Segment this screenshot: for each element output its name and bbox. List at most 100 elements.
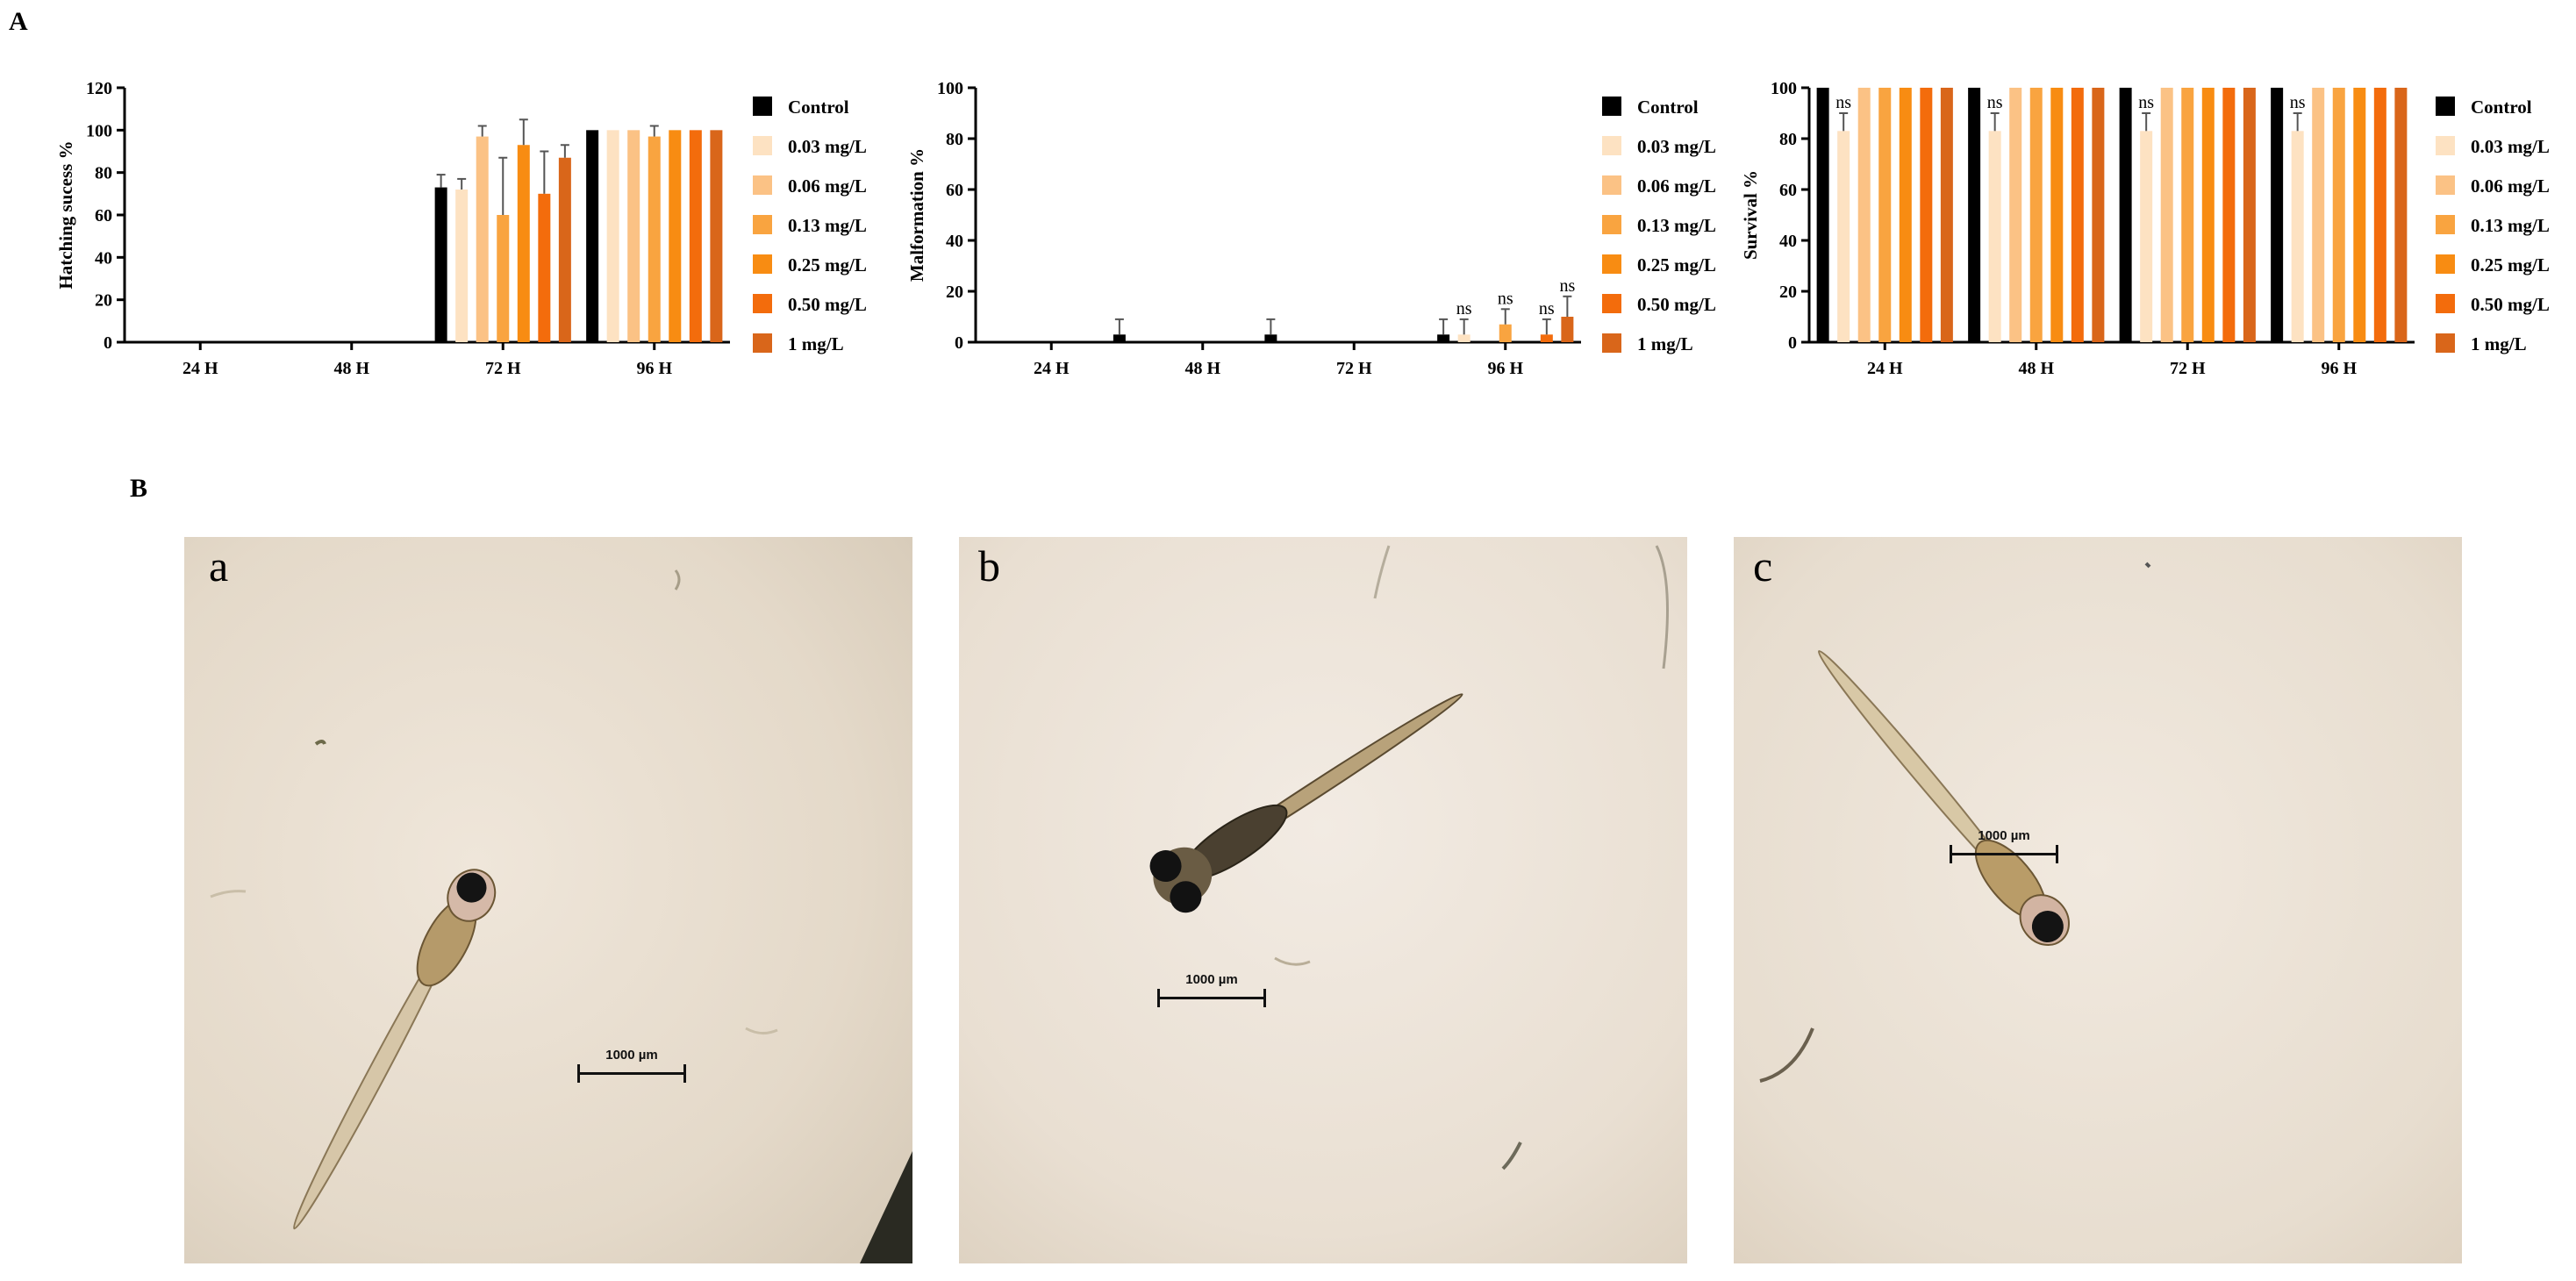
y-tick-label: 40 xyxy=(1779,232,1797,251)
y-tick-label: 20 xyxy=(1779,283,1797,302)
scale-label-b: 1000 µm xyxy=(1185,972,1238,987)
y-tick-label: 0 xyxy=(104,333,112,353)
y-tick-label: 80 xyxy=(1779,130,1797,149)
x-tick-label: 96 H xyxy=(636,359,672,378)
legend-swatch xyxy=(753,294,772,313)
legend-label: 0.13 mg/L xyxy=(2471,215,2550,236)
legend-label: 0.13 mg/L xyxy=(788,215,867,236)
y-tick-label: 80 xyxy=(946,130,963,149)
legend-label: 1 mg/L xyxy=(1637,333,1693,354)
legend-label: 0.03 mg/L xyxy=(1637,136,1716,157)
y-axis-title: Malformation % xyxy=(906,148,927,282)
bar xyxy=(2394,88,2408,342)
bar xyxy=(2092,88,2105,342)
bar xyxy=(2201,88,2215,342)
x-tick-label: 48 H xyxy=(2018,359,2054,378)
bar xyxy=(434,187,447,342)
y-tick-label: 100 xyxy=(1771,79,1797,98)
legend-label: 0.50 mg/L xyxy=(788,294,867,315)
malformation-chart: 0 20 40 60 80 100 Malformation % 24 H 48 H 72 H 96… xyxy=(906,79,1716,378)
legend-swatch xyxy=(753,97,772,116)
bar xyxy=(2243,88,2256,342)
legend-label: Control xyxy=(2471,97,2532,118)
ns-annotation: ns xyxy=(1539,299,1555,318)
legend-swatch xyxy=(2436,136,2455,155)
scale-bar-b: 1000 µm xyxy=(1157,972,1266,1011)
larva-a xyxy=(292,869,497,1230)
bar xyxy=(2140,131,2153,342)
legend-swatch xyxy=(2436,215,2455,234)
bar xyxy=(669,130,682,342)
legend-label: Control xyxy=(1637,97,1699,118)
photo-label-b: b xyxy=(978,541,1000,590)
panel-label-a: A xyxy=(9,7,28,36)
ns-annotation: ns xyxy=(1835,93,1851,112)
bar xyxy=(1264,334,1277,342)
larva-photo-a: a 1000 µm xyxy=(184,537,912,1263)
bar xyxy=(1940,88,1953,342)
y-tick-label: 60 xyxy=(1779,181,1797,200)
x-tick-label: 96 H xyxy=(1487,359,1523,378)
legend-swatch xyxy=(1602,333,1621,353)
bar xyxy=(2160,88,2173,342)
legend-swatch xyxy=(2436,294,2455,313)
x-tick-label: 96 H xyxy=(2321,359,2357,378)
bar xyxy=(1499,324,1512,342)
legend-swatch xyxy=(2436,97,2455,116)
legend-swatch xyxy=(753,333,772,353)
x-tick-label: 48 H xyxy=(333,359,369,378)
bar xyxy=(1113,334,1126,342)
bar xyxy=(606,130,619,342)
legend-swatch xyxy=(2436,333,2455,353)
bar xyxy=(710,130,723,342)
y-tick-label: 100 xyxy=(937,79,963,98)
ns-annotation: ns xyxy=(1456,299,1472,318)
larva-photo-b: b 1000 µm xyxy=(959,537,1687,1263)
legend-swatch xyxy=(753,215,772,234)
legend-swatch xyxy=(753,175,772,195)
scale-label-a: 1000 µm xyxy=(605,1048,658,1063)
bar xyxy=(1968,88,1981,342)
bar xyxy=(1540,334,1553,342)
legend-swatch xyxy=(753,136,772,155)
bar xyxy=(2009,88,2022,342)
legend-swatch xyxy=(1602,215,1621,234)
bar xyxy=(1920,88,1933,342)
y-tick-label: 100 xyxy=(86,121,112,140)
legend-label: 0.25 mg/L xyxy=(1637,254,1716,276)
bar xyxy=(1857,88,1871,342)
bar xyxy=(2222,88,2236,342)
y-tick-label: 60 xyxy=(946,181,963,200)
bar xyxy=(1437,334,1450,342)
legend-label: 0.25 mg/L xyxy=(2471,254,2550,276)
bar xyxy=(627,130,640,342)
bar xyxy=(1988,131,2001,342)
bar xyxy=(2332,88,2345,342)
x-tick-label: 24 H xyxy=(1034,359,1070,378)
bar xyxy=(2291,131,2304,342)
x-tick-label: 72 H xyxy=(485,359,521,378)
legend-swatch xyxy=(1602,294,1621,313)
y-tick-label: 120 xyxy=(86,79,112,98)
photo-label-c: c xyxy=(1753,541,1773,590)
legend-label: 0.06 mg/L xyxy=(788,175,867,197)
legend-label: 0.50 mg/L xyxy=(2471,294,2550,315)
bar xyxy=(586,130,599,342)
y-tick-label: 60 xyxy=(95,206,112,225)
legend-swatch xyxy=(2436,175,2455,195)
bar xyxy=(2373,88,2386,342)
survival-chart: 0 20 40 60 80 100 Survival % 24 H 48 H 72 H 96 H ns… xyxy=(1740,79,2550,378)
bar xyxy=(2050,88,2064,342)
x-tick-label: 24 H xyxy=(182,359,218,378)
y-tick-label: 80 xyxy=(95,164,112,183)
bar xyxy=(1816,88,1829,342)
x-tick-label: 24 H xyxy=(1867,359,1903,378)
y-axis-title: Survival % xyxy=(1740,170,1761,260)
legend-label: 1 mg/L xyxy=(788,333,844,354)
x-tick-label: 48 H xyxy=(1184,359,1220,378)
legend-label: 0.06 mg/L xyxy=(2471,175,2550,197)
legend-swatch xyxy=(1602,136,1621,155)
legend-label: 0.03 mg/L xyxy=(2471,136,2550,157)
legend-label: 0.13 mg/L xyxy=(1637,215,1716,236)
y-tick-label: 40 xyxy=(946,232,963,251)
